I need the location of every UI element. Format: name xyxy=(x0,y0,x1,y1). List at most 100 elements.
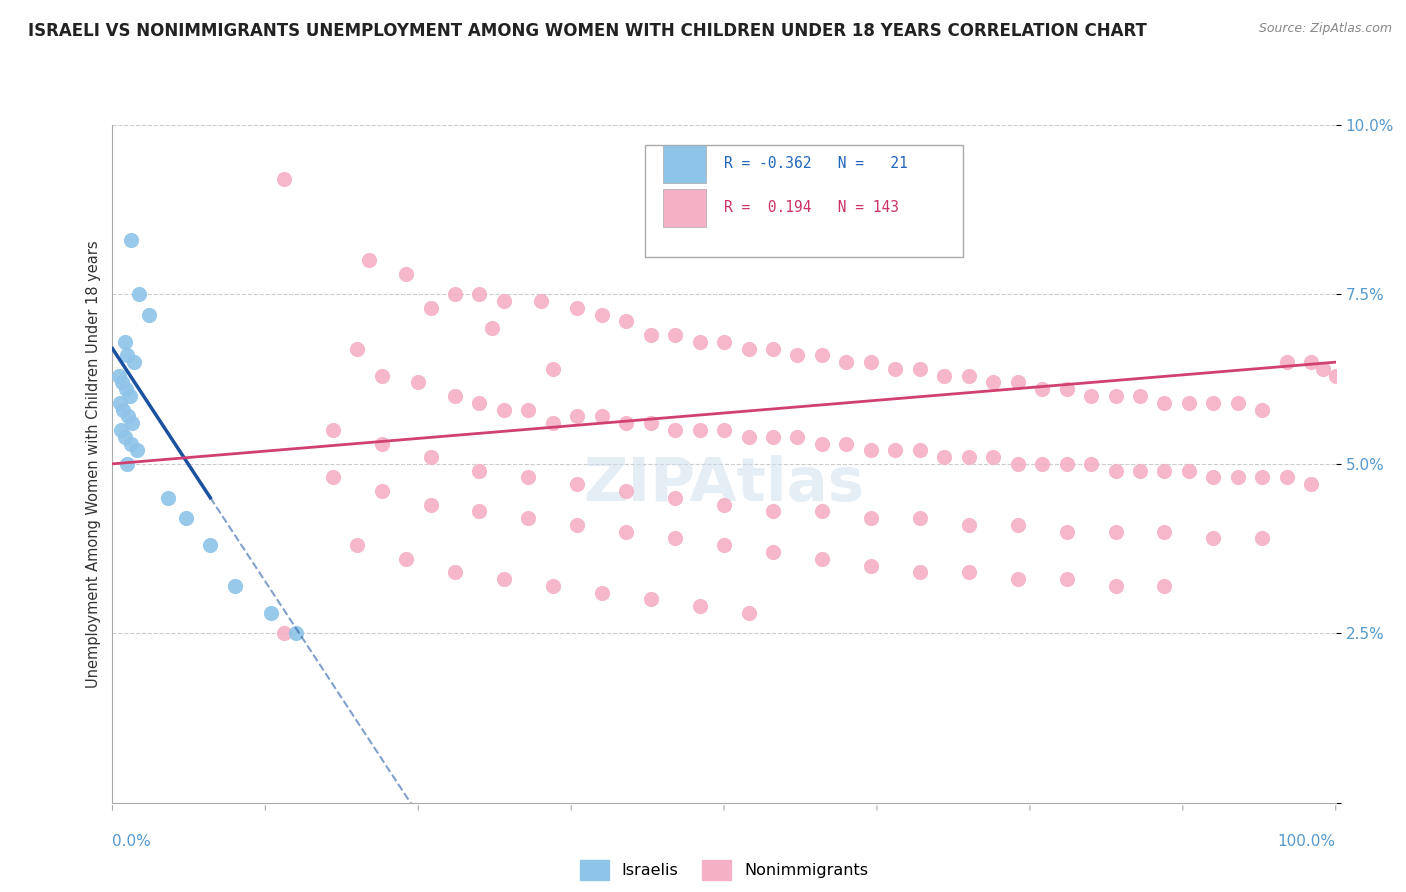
Point xyxy=(1251,402,1274,417)
Point xyxy=(408,376,430,390)
Point xyxy=(541,362,564,376)
Point xyxy=(128,287,150,301)
Point xyxy=(468,396,491,410)
Point xyxy=(322,470,344,484)
Point xyxy=(1104,524,1126,539)
Point xyxy=(934,450,956,464)
Point xyxy=(200,538,222,552)
Point xyxy=(529,294,551,309)
Point xyxy=(346,538,368,552)
Point xyxy=(957,450,980,464)
Point xyxy=(567,477,589,491)
Point xyxy=(112,402,135,417)
Text: Source: ZipAtlas.com: Source: ZipAtlas.com xyxy=(1258,22,1392,36)
Point xyxy=(419,301,441,315)
Point xyxy=(1178,464,1201,478)
Point xyxy=(1104,389,1126,403)
Point xyxy=(468,287,491,301)
Point xyxy=(1301,477,1323,491)
Point xyxy=(1251,532,1274,546)
FancyBboxPatch shape xyxy=(644,145,963,257)
Point xyxy=(444,566,467,580)
Point xyxy=(1007,457,1029,471)
Point xyxy=(419,450,441,464)
Point xyxy=(111,376,134,390)
Point xyxy=(859,355,882,369)
Point xyxy=(273,172,295,186)
Point xyxy=(1153,579,1175,593)
Point xyxy=(517,470,540,484)
Point xyxy=(1056,382,1078,396)
Point xyxy=(1312,362,1334,376)
Point xyxy=(468,464,491,478)
Point xyxy=(614,524,637,539)
Point xyxy=(908,362,931,376)
Point xyxy=(859,511,882,525)
Point xyxy=(370,368,392,383)
Point xyxy=(664,423,686,437)
Point xyxy=(981,450,1004,464)
Point xyxy=(664,532,686,546)
Point xyxy=(1301,355,1323,369)
Point xyxy=(713,334,735,349)
Point xyxy=(108,396,131,410)
Point xyxy=(1202,396,1225,410)
Text: 0.0%: 0.0% xyxy=(112,834,152,849)
Point xyxy=(1153,524,1175,539)
Point xyxy=(640,416,662,430)
Point xyxy=(481,321,503,335)
Point xyxy=(1129,389,1152,403)
Point xyxy=(492,572,515,586)
Point xyxy=(114,430,136,444)
Point xyxy=(614,416,637,430)
Point xyxy=(786,430,808,444)
Point xyxy=(591,585,613,599)
Point xyxy=(120,233,142,247)
Point xyxy=(468,504,491,518)
Point xyxy=(786,348,808,362)
Point xyxy=(591,409,613,424)
Text: R =  0.194   N = 143: R = 0.194 N = 143 xyxy=(724,201,898,216)
Point xyxy=(640,592,662,607)
Point xyxy=(1056,524,1078,539)
Text: ZIPAtlas: ZIPAtlas xyxy=(583,455,865,514)
Point xyxy=(664,491,686,505)
Point xyxy=(541,416,564,430)
Point xyxy=(762,545,785,559)
Point xyxy=(567,301,589,315)
Point xyxy=(1056,572,1078,586)
Point xyxy=(1226,470,1249,484)
Point xyxy=(492,294,515,309)
Point xyxy=(884,362,907,376)
Point xyxy=(174,511,197,525)
Point xyxy=(125,443,148,458)
Point xyxy=(713,498,735,512)
Point xyxy=(517,402,540,417)
Point xyxy=(811,551,834,566)
Point xyxy=(859,443,882,458)
Point xyxy=(156,491,179,505)
Point xyxy=(517,511,540,525)
Point xyxy=(121,416,143,430)
Point xyxy=(1202,470,1225,484)
Point xyxy=(273,626,295,640)
Point xyxy=(1080,389,1102,403)
Point xyxy=(981,376,1004,390)
Point xyxy=(1104,579,1126,593)
Point xyxy=(359,253,381,268)
Point xyxy=(957,517,980,532)
Text: R = -0.362   N =   21: R = -0.362 N = 21 xyxy=(724,156,908,171)
Point xyxy=(1251,470,1274,484)
Point xyxy=(322,423,344,437)
Bar xyxy=(664,145,706,183)
Point xyxy=(713,538,735,552)
Point xyxy=(346,342,368,356)
Point xyxy=(1275,355,1298,369)
Point xyxy=(444,287,467,301)
Point xyxy=(884,443,907,458)
Point xyxy=(419,498,441,512)
Point xyxy=(614,483,637,498)
Text: ISRAELI VS NONIMMIGRANTS UNEMPLOYMENT AMONG WOMEN WITH CHILDREN UNDER 18 YEARS C: ISRAELI VS NONIMMIGRANTS UNEMPLOYMENT AM… xyxy=(28,22,1147,40)
Point xyxy=(370,436,392,450)
Point xyxy=(762,430,785,444)
